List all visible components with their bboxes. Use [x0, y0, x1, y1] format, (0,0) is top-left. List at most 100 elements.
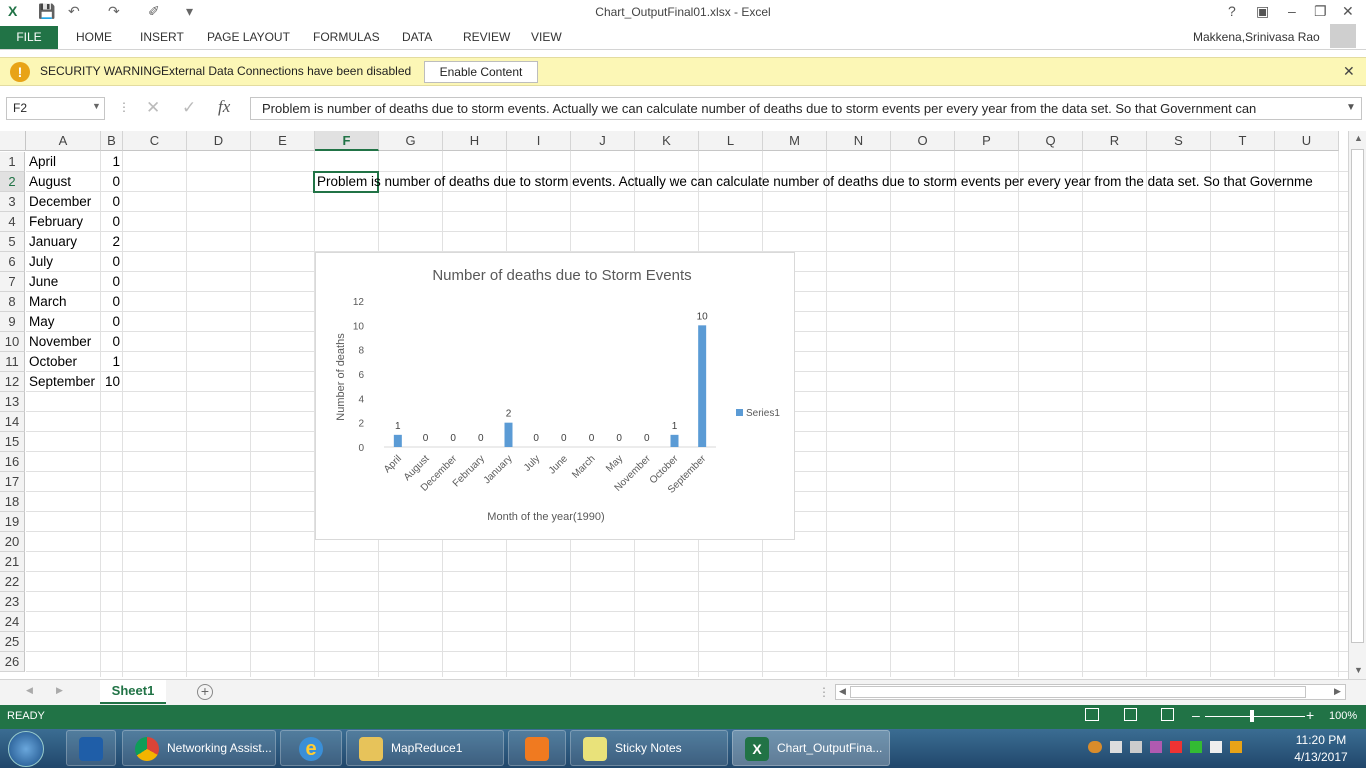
- column-header-a[interactable]: A: [26, 131, 101, 151]
- cell-b3[interactable]: 0: [112, 194, 120, 209]
- scroll-right-icon[interactable]: ▶: [1334, 686, 1341, 696]
- row-header-18[interactable]: 18: [0, 492, 25, 512]
- row-header-16[interactable]: 16: [0, 452, 25, 472]
- tab-file[interactable]: FILE: [0, 26, 58, 49]
- name-box-dropdown-icon[interactable]: ▼: [92, 101, 101, 111]
- row-header-1[interactable]: 1: [0, 152, 25, 172]
- cell-a11[interactable]: October: [29, 354, 78, 369]
- cell-a6[interactable]: July: [29, 254, 54, 269]
- cell-b9[interactable]: 0: [112, 314, 120, 329]
- column-header-t[interactable]: T: [1211, 131, 1275, 151]
- column-header-g[interactable]: G: [379, 131, 443, 151]
- column-header-s[interactable]: S: [1147, 131, 1211, 151]
- tab-page-layout[interactable]: PAGE LAYOUT: [207, 30, 290, 44]
- cell-b4[interactable]: 0: [112, 214, 120, 229]
- scroll-up-icon[interactable]: ▲: [1354, 133, 1363, 143]
- cancel-icon[interactable]: ✕: [146, 98, 161, 117]
- tray-icon[interactable]: [1150, 741, 1162, 753]
- enable-content-button[interactable]: Enable Content: [424, 61, 538, 83]
- tab-formulas[interactable]: FORMULAS: [313, 30, 380, 44]
- column-header-k[interactable]: K: [635, 131, 699, 151]
- tab-review[interactable]: REVIEW: [463, 30, 511, 44]
- cell-a8[interactable]: March: [29, 294, 67, 309]
- clock-time[interactable]: 11:20 PM: [1295, 733, 1347, 747]
- row-header-17[interactable]: 17: [0, 472, 25, 492]
- cell-f2[interactable]: Problem is number of deaths due to storm…: [317, 174, 1313, 189]
- column-header-r[interactable]: R: [1083, 131, 1147, 151]
- taskbar-sticky-notes[interactable]: Sticky Notes: [570, 730, 728, 766]
- page-break-view-icon[interactable]: [1161, 708, 1174, 721]
- cell-b10[interactable]: 0: [112, 334, 120, 349]
- row-header-5[interactable]: 5: [0, 232, 25, 252]
- save-icon[interactable]: 💾: [38, 3, 56, 19]
- start-button[interactable]: [8, 731, 44, 767]
- column-header-n[interactable]: N: [827, 131, 891, 151]
- row-header-25[interactable]: 25: [0, 632, 25, 652]
- row-header-2[interactable]: 2: [0, 172, 25, 192]
- redo-icon[interactable]: ↷: [108, 3, 120, 19]
- splitter-icon[interactable]: ⋮: [818, 685, 830, 699]
- cell-b2[interactable]: 0: [112, 174, 120, 189]
- avatar[interactable]: [1330, 24, 1356, 48]
- system-tray-icons[interactable]: [1088, 741, 1252, 755]
- prev-sheet-icon[interactable]: ◀: [26, 685, 33, 695]
- taskbar-outlook[interactable]: [66, 730, 116, 766]
- column-header-h[interactable]: H: [443, 131, 507, 151]
- column-header-q[interactable]: Q: [1019, 131, 1083, 151]
- tab-view[interactable]: VIEW: [531, 30, 562, 44]
- format-painter-icon[interactable]: ✐: [148, 3, 160, 19]
- close-button[interactable]: ✕: [1342, 3, 1354, 19]
- cell-b6[interactable]: 0: [112, 254, 120, 269]
- row-header-19[interactable]: 19: [0, 512, 25, 532]
- tray-icon[interactable]: [1230, 741, 1242, 753]
- insert-function-icon[interactable]: fx: [218, 97, 231, 116]
- taskbar-chrome[interactable]: Networking Assist...: [122, 730, 276, 766]
- ribbon-display-icon[interactable]: ▣: [1256, 3, 1270, 19]
- cell-a1[interactable]: April: [29, 154, 57, 169]
- select-all-corner[interactable]: [0, 131, 26, 151]
- chart[interactable]: Number of deaths due to Storm Events 0 2 4 6…: [315, 252, 795, 540]
- taskbar-excel[interactable]: X Chart_OutputFina...: [732, 730, 890, 766]
- row-header-9[interactable]: 9: [0, 312, 25, 332]
- tab-home[interactable]: HOME: [76, 30, 112, 44]
- volume-icon[interactable]: [1130, 741, 1142, 753]
- tray-icon[interactable]: [1088, 741, 1102, 753]
- cell-b12[interactable]: 10: [104, 374, 120, 389]
- column-header-i[interactable]: I: [507, 131, 571, 151]
- tray-icon[interactable]: [1190, 741, 1202, 753]
- row-header-20[interactable]: 20: [0, 532, 25, 552]
- cell-a10[interactable]: November: [29, 334, 92, 349]
- tray-icon[interactable]: [1110, 741, 1122, 753]
- row-header-10[interactable]: 10: [0, 332, 25, 352]
- cell-a3[interactable]: December: [29, 194, 92, 209]
- clock-date[interactable]: 4/13/2017: [1294, 750, 1348, 764]
- taskbar-ie[interactable]: e: [280, 730, 342, 766]
- cell-b8[interactable]: 0: [112, 294, 120, 309]
- column-header-j[interactable]: J: [571, 131, 635, 151]
- cell-b7[interactable]: 0: [112, 274, 120, 289]
- column-header-l[interactable]: L: [699, 131, 763, 151]
- name-box[interactable]: F2: [6, 97, 105, 120]
- row-header-7[interactable]: 7: [0, 272, 25, 292]
- zoom-level[interactable]: 100%: [1329, 710, 1358, 722]
- column-header-e[interactable]: E: [251, 131, 315, 151]
- column-header-c[interactable]: C: [123, 131, 187, 151]
- cell-a9[interactable]: May: [29, 314, 55, 329]
- row-header-13[interactable]: 13: [0, 392, 25, 412]
- cell-a5[interactable]: January: [29, 234, 78, 249]
- taskbar-explorer[interactable]: MapReduce1: [346, 730, 504, 766]
- vertical-scrollbar[interactable]: ▲ ▼: [1348, 131, 1366, 679]
- formula-input[interactable]: Problem is number of deaths due to storm…: [250, 97, 1362, 120]
- page-layout-view-icon[interactable]: [1124, 708, 1137, 721]
- close-warning-icon[interactable]: ✕: [1343, 63, 1355, 79]
- zoom-in-icon[interactable]: +: [1306, 707, 1315, 723]
- zoom-out-icon[interactable]: –: [1192, 707, 1200, 723]
- horizontal-scrollbar[interactable]: ◀ ▶: [835, 684, 1346, 700]
- row-header-24[interactable]: 24: [0, 612, 25, 632]
- scroll-left-icon[interactable]: ◀: [839, 686, 846, 696]
- zoom-slider-thumb[interactable]: [1250, 710, 1254, 722]
- new-sheet-icon[interactable]: +: [197, 684, 213, 700]
- row-header-15[interactable]: 15: [0, 432, 25, 452]
- help-button[interactable]: ?: [1228, 3, 1236, 19]
- row-header-11[interactable]: 11: [0, 352, 25, 372]
